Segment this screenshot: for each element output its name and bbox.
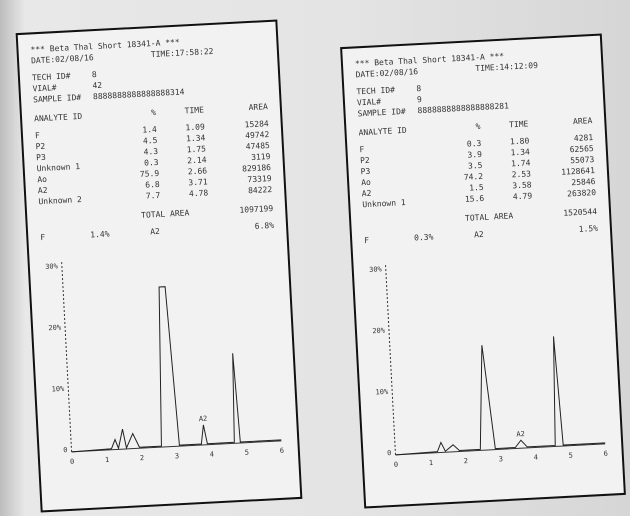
summary-item: 6.8% — [220, 220, 275, 234]
x-tick-label: 0 — [70, 458, 75, 466]
x-tick-label: 2 — [140, 454, 145, 462]
x-tick-label: 6 — [280, 447, 285, 455]
summary-item: F — [40, 230, 91, 244]
x-tick-label: 3 — [499, 455, 504, 463]
x-tick-label: 5 — [245, 449, 250, 457]
field-value: 42 — [92, 80, 102, 91]
x-tick-label: 1 — [105, 456, 110, 464]
x-tick-label: 5 — [568, 452, 573, 460]
summary-item: 0.3% — [414, 229, 474, 243]
y-tick-label: 30% — [369, 265, 383, 274]
summary-item: A2 — [474, 226, 544, 241]
summary-item: A2 — [150, 223, 220, 238]
y-tick-label: 10% — [375, 388, 389, 397]
x-tick-label: 2 — [464, 457, 469, 465]
cell: 15.6 — [444, 193, 485, 206]
x-tick-label: 3 — [175, 452, 180, 460]
printout: *** Beta Thal Short 18341-A ***DATE:02/0… — [16, 19, 303, 512]
y-tick-label: 20% — [372, 327, 386, 336]
x-tick-label: 4 — [534, 453, 539, 461]
axis — [62, 262, 72, 452]
summary-item: 1.5% — [544, 223, 599, 237]
chromatogram: 30% 20% 10% 00 1 2 3 4 5 6 A2 — [41, 241, 288, 473]
peak-label: A2 — [199, 415, 208, 423]
field-value: 9 — [417, 94, 422, 105]
column-header: % — [440, 121, 481, 134]
x-tick-label: 1 — [429, 459, 434, 467]
column-header: % — [116, 107, 157, 120]
axis — [72, 441, 282, 452]
summary-item: F — [364, 233, 415, 247]
y-tick-label: 0 — [63, 446, 68, 454]
photo: *** Beta Thal Short 18341-A ***DATE:02/0… — [0, 0, 630, 516]
y-tick-label: 10% — [51, 385, 65, 394]
x-tick-label: 6 — [603, 450, 608, 458]
printout: *** Beta Thal Short 18341-A ***DATE:02/0… — [340, 33, 626, 508]
x-tick-label: 0 — [394, 461, 399, 469]
x-tick-label: 4 — [210, 450, 215, 458]
field-value: 8 — [92, 69, 97, 80]
axis — [396, 444, 606, 455]
chromatogram: 30% 20% 10% 00 1 2 3 4 5 6 A2 — [365, 244, 612, 476]
y-tick-label: 30% — [45, 262, 59, 271]
cell: 7.7 — [120, 190, 161, 203]
field-value: 8 — [416, 83, 421, 94]
peak-label: A2 — [516, 430, 525, 438]
trace — [63, 281, 281, 452]
y-tick-label: 20% — [48, 324, 62, 333]
axis — [386, 265, 396, 455]
trace — [390, 334, 605, 455]
y-tick-label: 0 — [387, 449, 392, 457]
summary-item: 1.4% — [90, 226, 150, 240]
